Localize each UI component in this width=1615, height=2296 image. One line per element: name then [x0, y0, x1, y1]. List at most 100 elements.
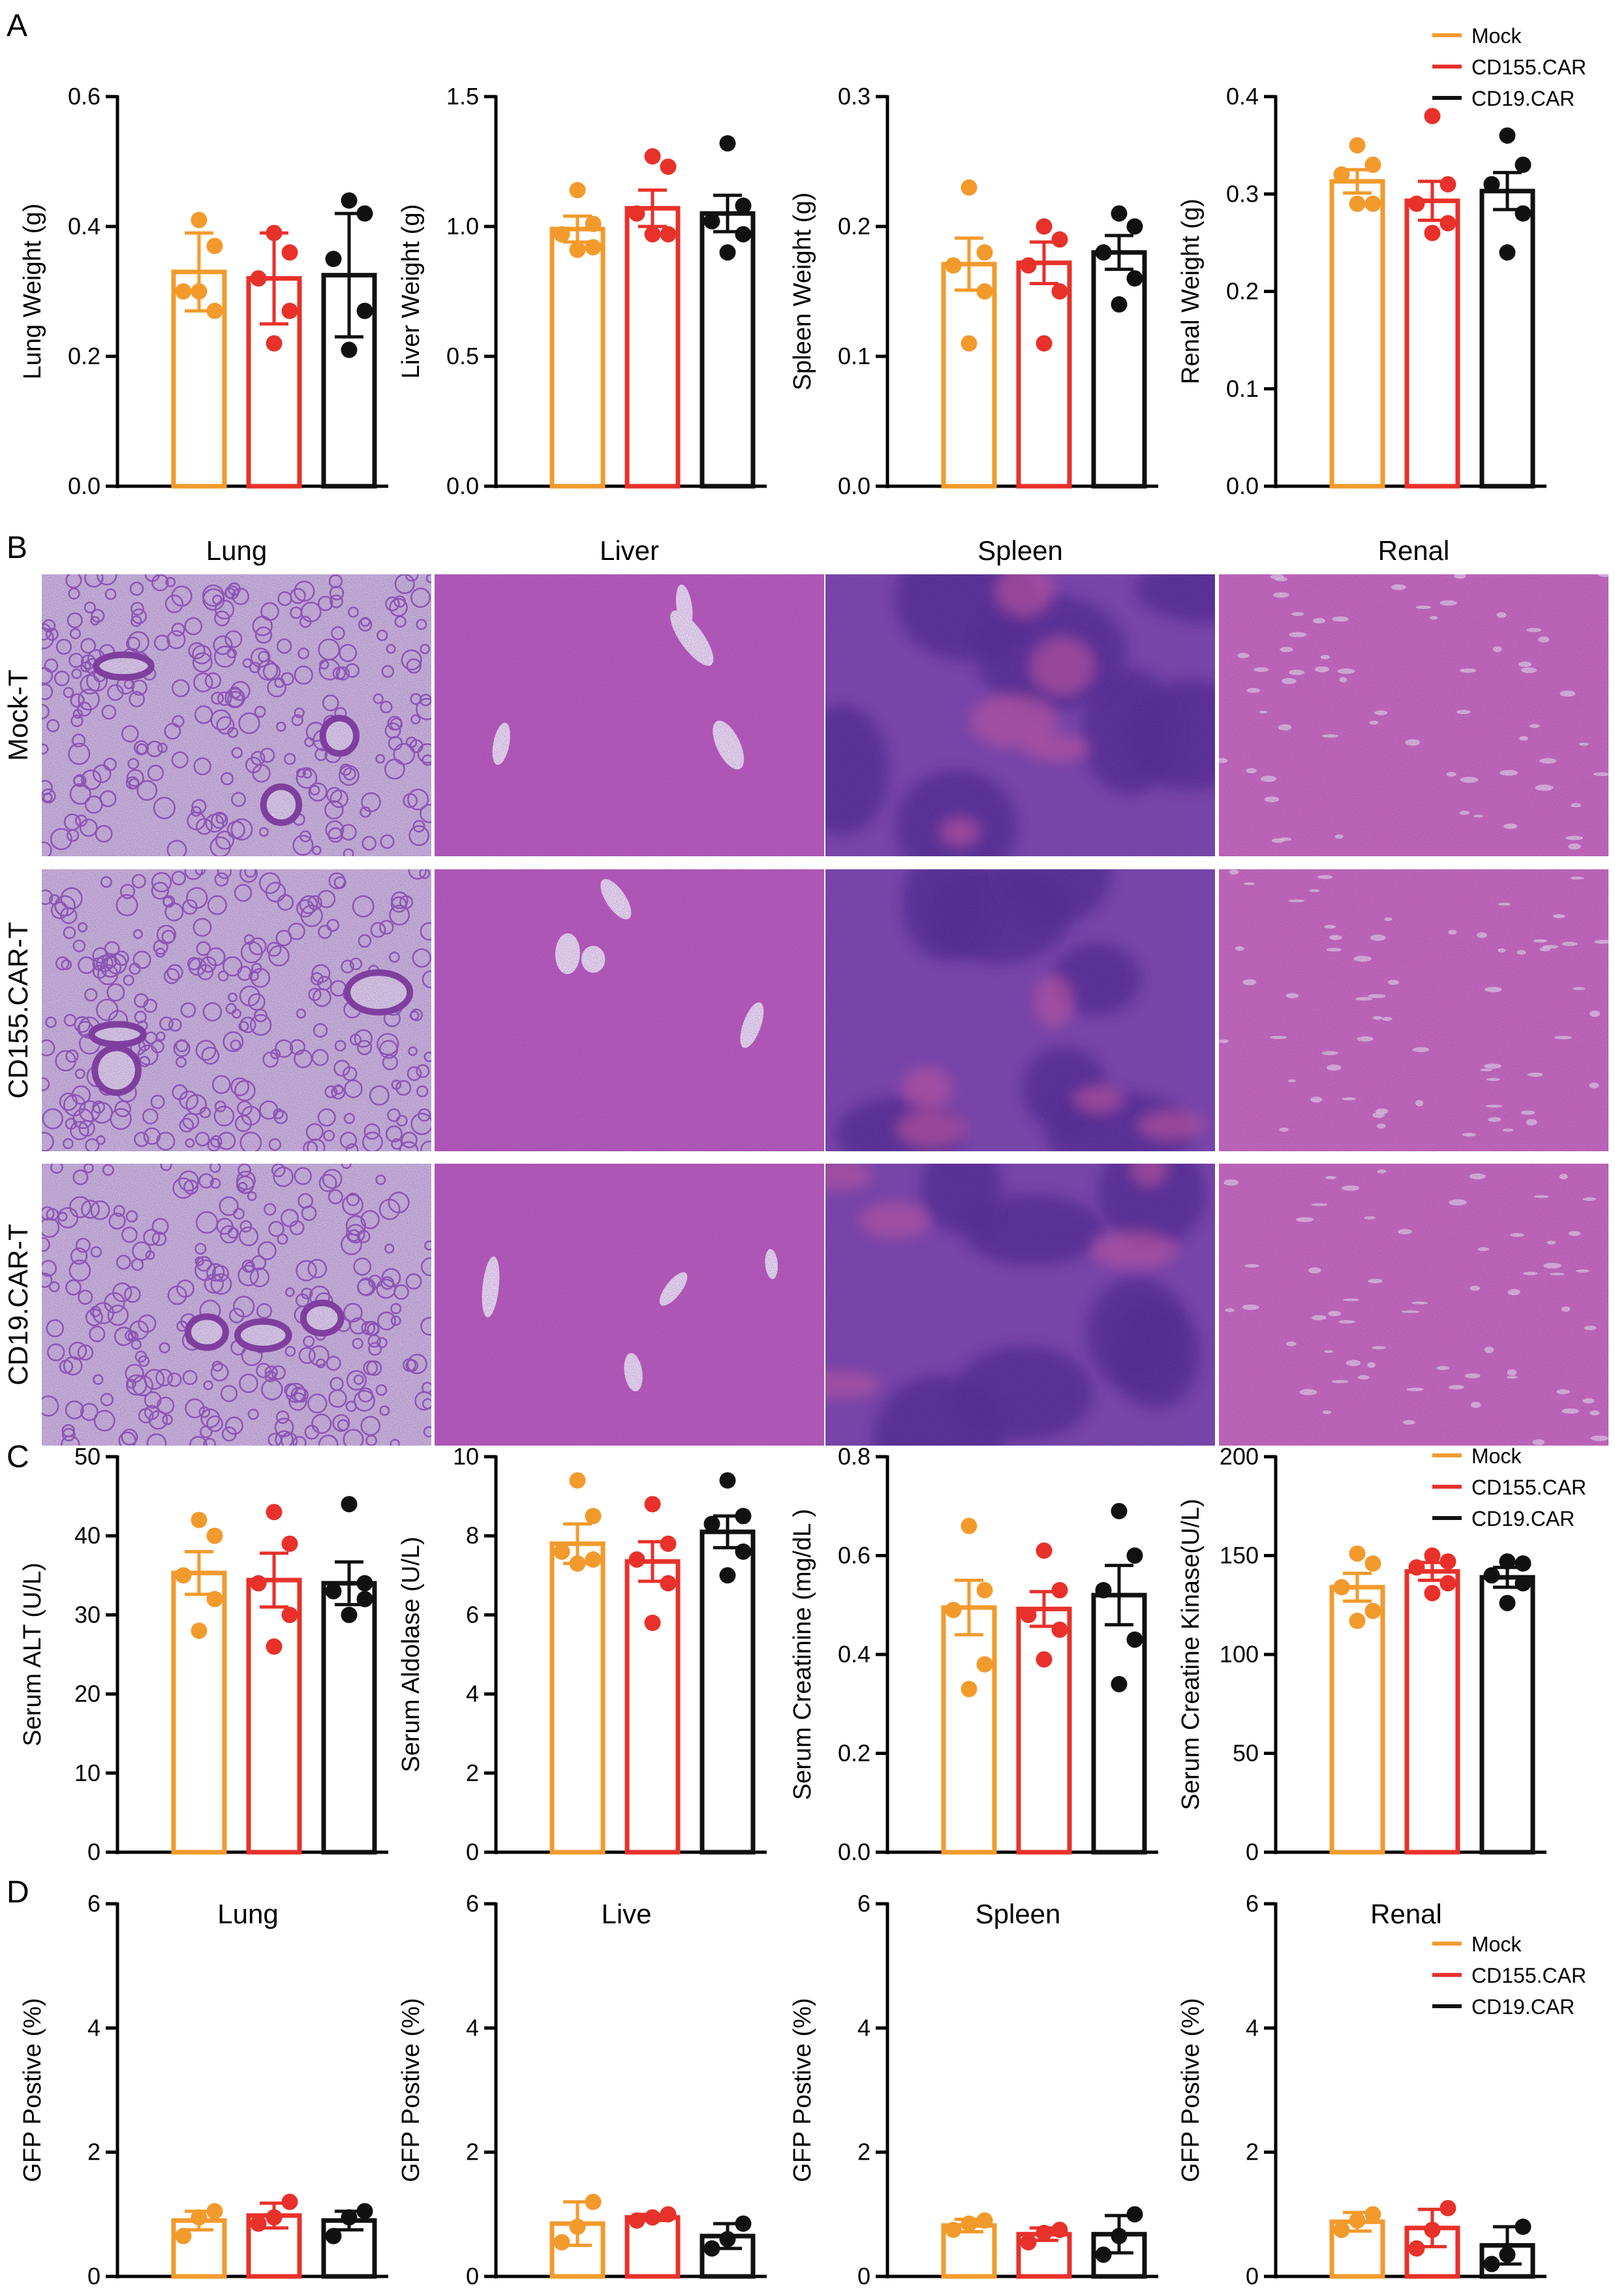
data-point-cd19-car — [1111, 2227, 1128, 2244]
data-point-cd19-car — [703, 213, 720, 230]
data-point-cd19-car — [325, 251, 342, 268]
tissue-texture — [1219, 869, 1608, 1151]
panel-label-C: C — [7, 1440, 29, 1474]
tissue-texture — [42, 869, 431, 1151]
data-point-cd155-car — [660, 1535, 677, 1552]
data-point-cd19-car — [356, 1590, 373, 1607]
data-point-mock — [191, 211, 208, 228]
data-point-mock — [976, 244, 993, 261]
data-point-cd19-car — [719, 1567, 736, 1584]
data-point-cd155-car — [644, 1496, 661, 1513]
histology-image-lung-1 — [42, 869, 431, 1151]
histology-image-liver-1 — [435, 869, 824, 1151]
legend-label-c-0: Mock — [1471, 1444, 1522, 1468]
data-point-cd155-car — [644, 2209, 661, 2226]
data-point-cd19-car — [341, 192, 358, 209]
bar-mock — [549, 226, 606, 489]
data-point-cd155-car — [1051, 2222, 1068, 2239]
data-point-mock — [553, 1543, 570, 1560]
bar-cd155-car — [624, 1559, 681, 1855]
y-tick-label: 0.1 — [1226, 375, 1259, 402]
data-point-cd19-car — [735, 1508, 752, 1525]
data-point-cd19-car — [1499, 1553, 1516, 1570]
data-point-cd155-car — [1408, 1559, 1425, 1576]
data-point-mock — [961, 2215, 977, 2232]
chart-gfp-postive--renal: 0 2 4 6 GFP Postive (%) Renal — [1177, 1890, 1546, 2289]
legend-label-a-1: CD155.CAR — [1471, 55, 1586, 79]
data-point-mock — [191, 1512, 208, 1528]
histology-image-spleen-0 — [825, 574, 1215, 856]
y-axis-label: GFP Postive (%) — [1177, 1998, 1205, 2182]
data-point-mock — [206, 302, 223, 319]
data-point-cd19-car — [1499, 127, 1516, 144]
data-point-mock — [206, 2203, 223, 2220]
data-point-cd155-car — [266, 335, 283, 352]
y-tick-label: 4 — [857, 2014, 870, 2041]
data-point-cd155-car — [1439, 215, 1456, 232]
data-point-cd19-car — [735, 226, 752, 243]
y-tick-label: 2 — [1246, 2139, 1259, 2165]
data-point-cd19-car — [1111, 205, 1128, 222]
data-point-cd155-car — [1036, 335, 1053, 352]
data-point-cd155-car — [1020, 257, 1037, 274]
data-point-cd19-car — [1126, 270, 1143, 287]
y-tick-label: 0.5 — [446, 343, 479, 369]
data-point-cd19-car — [719, 244, 736, 261]
y-tick-label: 0.6 — [68, 83, 100, 110]
data-point-cd19-car — [1499, 2246, 1516, 2263]
y-axis-label: Spleen Weight (g) — [789, 193, 816, 390]
chart-title: Spleen — [976, 1899, 1061, 1929]
histology-image-spleen-1 — [825, 869, 1215, 1151]
data-point-cd155-car — [660, 1575, 677, 1592]
y-axis-label: Lung Weight (g) — [19, 204, 46, 380]
data-point-mock — [569, 1472, 586, 1489]
data-point-cd155-car — [266, 1504, 283, 1521]
data-point-cd155-car — [660, 158, 677, 175]
data-point-mock — [1349, 137, 1366, 154]
y-tick-label: 0 — [87, 2263, 100, 2289]
y-tick-label: 2 — [466, 1760, 479, 1786]
histology-image-renal-1 — [1219, 869, 1608, 1151]
chart-gfp-postive--live: 0 2 4 6 GFP Postive (%) Live — [397, 1890, 767, 2289]
chart-serum-creatinine-mg-dl-: 0.0 0.2 0.4 0.6 0.8 Serum Creatinine (mg/dL ) — [789, 1443, 1158, 1865]
y-tick-label: 6 — [857, 1890, 870, 1917]
data-point-mock — [191, 283, 208, 300]
data-point-cd19-car — [1095, 1582, 1112, 1599]
data-point-mock — [945, 2222, 962, 2239]
y-axis-label: GFP Postive (%) — [789, 1998, 816, 2182]
data-point-cd19-car — [325, 1583, 342, 1600]
data-point-mock — [1364, 1555, 1381, 1572]
y-tick-label: 0.3 — [1226, 180, 1259, 207]
data-point-cd19-car — [719, 135, 736, 152]
y-axis-label: Renal Weight (g) — [1177, 198, 1205, 384]
bar-cd155-car — [1404, 198, 1460, 489]
data-point-mock — [961, 179, 977, 196]
y-tick-label: 0.2 — [838, 213, 870, 240]
tissue-texture — [435, 574, 824, 856]
data-point-mock — [961, 1517, 977, 1534]
y-tick-label: 0.8 — [838, 1443, 870, 1470]
data-point-mock — [1349, 195, 1366, 212]
data-point-mock — [976, 283, 993, 300]
data-point-cd19-car — [1126, 2206, 1143, 2223]
data-point-mock — [191, 2209, 208, 2226]
data-point-mock — [206, 238, 223, 255]
histology-content — [42, 1164, 431, 1446]
data-point-cd19-car — [703, 2240, 720, 2257]
y-tick-label: 0 — [1246, 1838, 1259, 1865]
histology-image-spleen-2 — [825, 1164, 1215, 1446]
data-point-mock — [569, 2218, 586, 2235]
y-tick-label: 10 — [74, 1760, 100, 1786]
data-point-cd19-car — [341, 2209, 358, 2226]
tissue-texture — [1219, 1164, 1608, 1446]
data-point-cd19-car — [341, 1606, 358, 1623]
data-point-mock — [553, 2234, 570, 2251]
data-point-cd155-car — [281, 302, 298, 319]
y-tick-label: 6 — [466, 1890, 479, 1917]
y-axis-label: Serum Creatine Kinase(U/L) — [1177, 1498, 1205, 1810]
chart-lung-weight-g-: 0.0 0.2 0.4 0.6 Lung Weight (g) — [19, 83, 388, 499]
data-point-mock — [585, 1508, 602, 1525]
data-point-mock — [1364, 195, 1381, 212]
bar-cd19-car — [1479, 1575, 1535, 1855]
data-point-mock — [175, 1567, 192, 1584]
